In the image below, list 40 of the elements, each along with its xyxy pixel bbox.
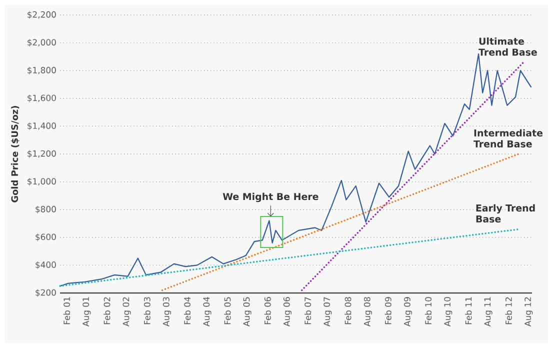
x-tick-label: Aug 11 — [484, 297, 492, 326]
x-tick-label: Aug 07 — [324, 297, 332, 326]
x-tick-label: Aug 04 — [203, 297, 212, 326]
x-tick-label: Feb 01 — [63, 297, 70, 324]
x-tick-label: Aug 03 — [162, 297, 172, 326]
series-label: Intermediate Trend Base — [474, 129, 543, 148]
y-tick-label: $600 — [36, 234, 56, 242]
annotation: We Might Be Here — [222, 192, 318, 202]
x-tick-label: Feb 04 — [184, 297, 191, 324]
y-tick-label: $2,200 — [28, 11, 56, 19]
x-tick-label: Feb 02 — [104, 297, 110, 324]
x-tick-label: Feb 06 — [264, 297, 271, 324]
y-axis-title: Gold Price ($US/oz) — [11, 106, 20, 202]
x-tick-label: Feb 08 — [344, 297, 352, 324]
x-tick-label: Feb 11 — [465, 297, 472, 324]
y-tick-label: $200 — [36, 289, 56, 297]
x-tick-label: Aug 02 — [122, 297, 131, 326]
y-tick-label: $1,200 — [28, 150, 56, 158]
x-tick-label: Aug 06 — [283, 297, 292, 326]
x-tick-label: Aug 01 — [82, 297, 91, 326]
x-tick-label: Feb 12 — [505, 297, 512, 324]
x-tick-label: Aug 08 — [364, 297, 372, 326]
x-tick-label: Aug 05 — [243, 297, 252, 326]
x-tick-label: Feb 03 — [144, 297, 150, 324]
x-tick-label: Feb 09 — [384, 297, 392, 324]
y-tick-label: $800 — [36, 206, 56, 214]
series-label: Ultimate Trend Base — [478, 37, 537, 56]
x-tick-label: Aug 10 — [444, 297, 452, 326]
x-tick-label: Feb 10 — [424, 297, 432, 324]
x-tick-label: Aug 09 — [404, 297, 412, 326]
x-tick-label: Feb 05 — [224, 297, 231, 324]
y-tick-label: $1,000 — [28, 178, 56, 186]
y-tick-label: $2,000 — [28, 38, 56, 47]
y-tick-label: $1,600 — [28, 94, 56, 102]
y-tick-label: $1,800 — [28, 66, 56, 74]
x-tick-label: Feb 07 — [304, 297, 312, 324]
series-label: Early Trend Base — [476, 204, 535, 223]
y-tick-label: $400 — [36, 261, 56, 270]
x-tick-label: Aug 12 — [524, 297, 533, 326]
y-tick-label: $1,400 — [28, 122, 56, 130]
